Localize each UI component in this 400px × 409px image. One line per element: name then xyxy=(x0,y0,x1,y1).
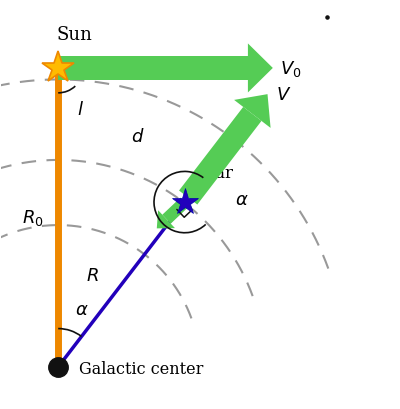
Text: Galactic center: Galactic center xyxy=(79,360,204,378)
Text: $V_0$: $V_0$ xyxy=(280,59,302,79)
Text: $l$: $l$ xyxy=(77,101,84,119)
Text: star: star xyxy=(200,164,233,182)
Text: Sun: Sun xyxy=(56,26,92,44)
Polygon shape xyxy=(248,44,273,93)
Polygon shape xyxy=(234,95,270,128)
Polygon shape xyxy=(162,198,189,224)
Polygon shape xyxy=(179,108,262,205)
Text: $d$: $d$ xyxy=(130,128,144,146)
Text: $V$: $V$ xyxy=(276,86,291,104)
Polygon shape xyxy=(157,211,175,229)
Text: $R$: $R$ xyxy=(86,266,99,284)
Polygon shape xyxy=(58,56,248,81)
Text: $R_0$: $R_0$ xyxy=(22,208,44,228)
Text: $\alpha$: $\alpha$ xyxy=(75,300,88,318)
Text: $\alpha$: $\alpha$ xyxy=(235,191,249,209)
